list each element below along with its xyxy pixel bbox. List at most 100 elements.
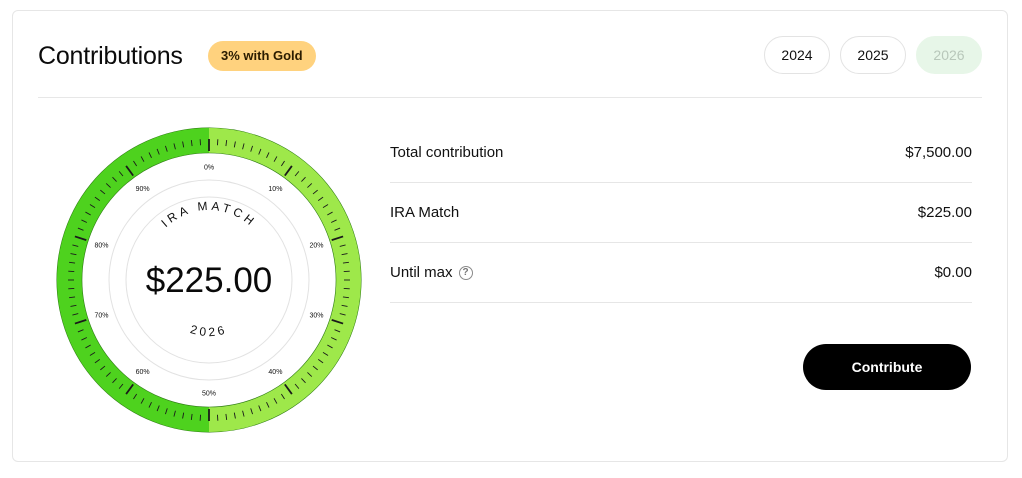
- gauge-tick: [322, 351, 329, 356]
- gauge-percent-label: 90%: [136, 186, 150, 193]
- gauge-tick: [112, 378, 117, 384]
- gauge-remaining-arc: [209, 128, 361, 432]
- gauge-tick: [182, 412, 185, 419]
- gauge-tick: [294, 383, 300, 389]
- gauge-tick: [70, 304, 77, 307]
- gauge-tick: [294, 171, 300, 177]
- gauge-tick: [307, 183, 313, 188]
- gauge-tick: [94, 196, 101, 202]
- gauge-tick: [77, 227, 84, 231]
- gauge-tick: [250, 408, 253, 415]
- gauge-tick: [242, 143, 245, 150]
- year-tab-2024[interactable]: 2024: [764, 36, 830, 74]
- gauge-tick: [341, 304, 348, 307]
- gauge-tick: [118, 171, 124, 177]
- gauge-tick: [105, 183, 111, 188]
- until-max-label: Until max: [390, 264, 453, 281]
- gauge-tick: [140, 156, 145, 162]
- gauge-tick: [156, 405, 160, 412]
- until-max-value: $0.00: [934, 264, 972, 281]
- gauge-tick: [182, 141, 185, 148]
- gauge-tick: [89, 351, 96, 356]
- gauge-tick: [112, 176, 117, 182]
- contribute-button[interactable]: Contribute: [803, 344, 971, 390]
- gauge-percent-label: 40%: [268, 369, 282, 376]
- ira-match-value: $225.00: [917, 204, 972, 221]
- gauge-tick: [266, 401, 270, 408]
- gauge-filled-arc: [56, 128, 209, 432]
- gauge-tick: [258, 148, 262, 155]
- gauge-tick: [70, 253, 77, 256]
- gauge-center-ring: [125, 196, 293, 364]
- gauge-tick: [148, 401, 152, 408]
- gauge-tick: [266, 152, 270, 159]
- gauge-tick: [339, 313, 346, 316]
- gauge-tick: [284, 383, 293, 395]
- gauge-tick: [330, 337, 337, 341]
- header-divider: [38, 97, 982, 98]
- gauge-percent-label: 80%: [95, 243, 109, 250]
- gauge-middle-ring: [108, 179, 310, 381]
- gauge-percent-label: 60%: [136, 369, 150, 376]
- gauge-tick: [77, 329, 84, 333]
- gauge-tick: [242, 410, 245, 417]
- gauge-tick: [301, 176, 306, 182]
- gauge-tick: [342, 296, 349, 299]
- summary-row-ira-match: IRA Match $225.00: [390, 183, 972, 243]
- gauge-tick: [280, 160, 285, 167]
- gauge-tick: [284, 165, 293, 177]
- card-header: Contributions 3% with Gold 2024 2025 202…: [38, 36, 982, 99]
- gauge-tick: [100, 365, 106, 371]
- gauge-tick: [312, 189, 318, 195]
- gauge-tick: [125, 383, 134, 395]
- gauge-tick: [81, 219, 88, 223]
- gauge-tick: [173, 143, 176, 150]
- gauge-bottom-label: 2026: [189, 322, 229, 339]
- gauge-tick: [89, 204, 96, 209]
- gauge-tick: [72, 313, 79, 316]
- gauge-tick: [330, 219, 337, 223]
- gauge-tick: [341, 253, 348, 256]
- gauge-tick: [250, 145, 253, 152]
- page-title: Contributions: [38, 42, 183, 70]
- contribution-summary: Total contribution $7,500.00 IRA Match $…: [390, 123, 972, 303]
- gauge-tick: [190, 413, 193, 420]
- question-circle-icon[interactable]: ?: [458, 265, 473, 280]
- gauge-percent-label: 20%: [309, 243, 323, 250]
- gauge-tick: [165, 145, 168, 152]
- gauge-inner-face: [81, 152, 337, 408]
- gauge-tick: [133, 393, 138, 400]
- gauge-tick: [156, 148, 160, 155]
- gauge-tick: [105, 372, 111, 377]
- year-tab-2026[interactable]: 2026: [916, 36, 982, 74]
- gauge-tick: [225, 140, 228, 147]
- ira-match-label: IRA Match: [390, 204, 460, 221]
- gauge-percent-label: 0%: [204, 165, 214, 172]
- total-contribution-value: $7,500.00: [905, 144, 972, 161]
- gauge-tick: [317, 358, 324, 364]
- gauge-tick: [74, 235, 87, 241]
- gauge-tick: [258, 405, 262, 412]
- gauge-percent-label: 30%: [309, 312, 323, 319]
- gauge-tick: [233, 141, 236, 148]
- year-tab-2025[interactable]: 2025: [840, 36, 906, 74]
- gauge-tick: [69, 296, 76, 299]
- gauge-tick: [81, 337, 88, 341]
- gauge-tick: [317, 196, 324, 202]
- gauge-tick: [280, 393, 285, 400]
- gauge-tick: [165, 408, 168, 415]
- gauge-tick: [148, 152, 152, 159]
- gauge-amount: $225.00: [146, 261, 273, 300]
- ira-match-gauge: 0%10%20%30%40%50%60%70%80%90% IRA MATCH …: [56, 127, 362, 433]
- gauge-tick: [118, 383, 124, 389]
- gauge-tick: [342, 261, 349, 264]
- gauge-ticks: [68, 139, 350, 421]
- gauge-tick: [72, 244, 79, 247]
- gauge-percent-label: 70%: [95, 312, 109, 319]
- gauge-tick: [273, 398, 278, 404]
- gauge-tick: [334, 227, 341, 231]
- contributions-card: Contributions 3% with Gold 2024 2025 202…: [12, 10, 1008, 462]
- gauge-tick: [74, 319, 87, 325]
- gauge-tick: [140, 398, 145, 404]
- gauge-tick: [133, 160, 138, 167]
